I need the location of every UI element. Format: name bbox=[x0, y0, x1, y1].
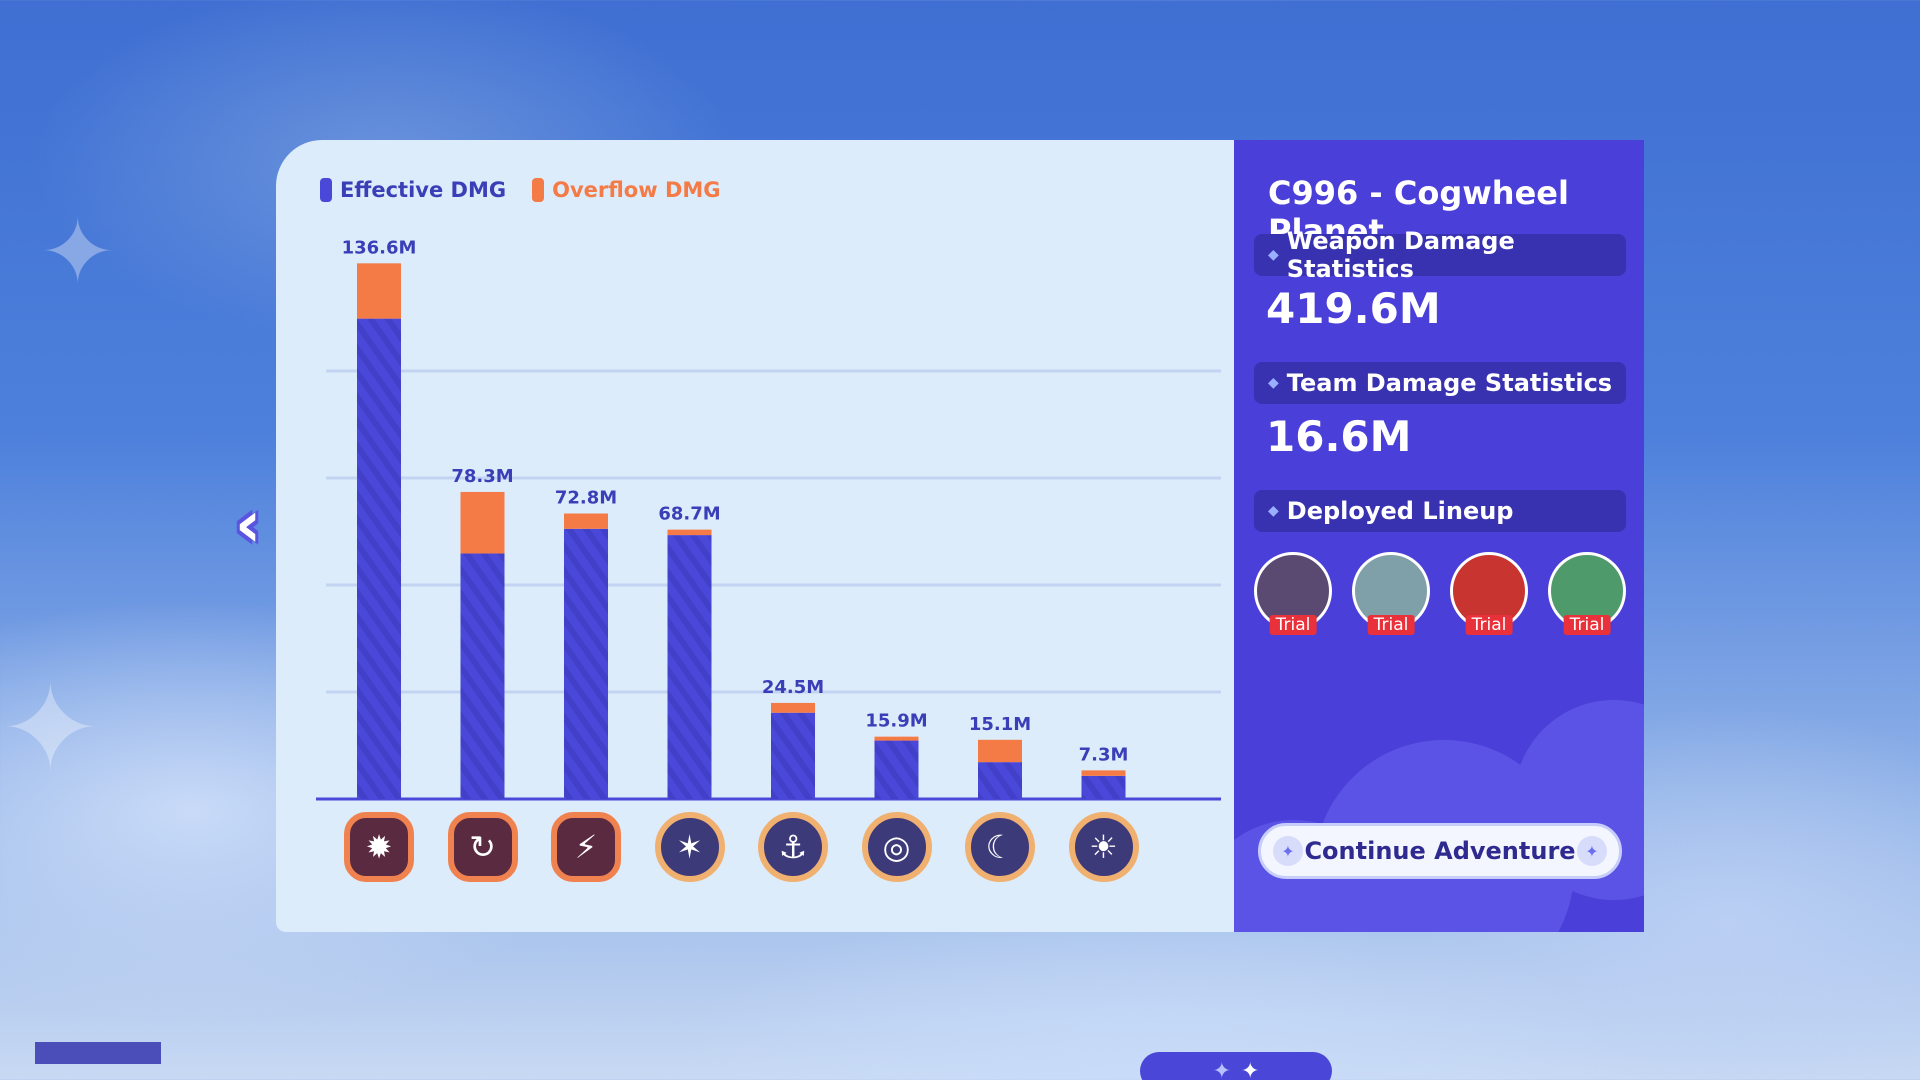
team-damage-header: ◆ Team Damage Statistics bbox=[1254, 362, 1626, 404]
gear-gold-icon[interactable]: ✹ bbox=[344, 812, 414, 882]
trident-icon[interactable]: ⚓ bbox=[758, 812, 828, 882]
sparkle-icon: ✦ bbox=[1273, 836, 1303, 866]
damage-bar-chart: 136.6M 78.3M 72.8M 68.7M 24.5M 15.9M 15.1M 7.3M bbox=[316, 237, 1221, 801]
legend-effective: Effective DMG bbox=[320, 178, 506, 202]
bar-value-label: 78.3M bbox=[451, 466, 513, 487]
bar-effective bbox=[978, 762, 1022, 799]
diamond-icon: ◆ bbox=[1268, 375, 1279, 391]
sparkle-icon: ✦ bbox=[1577, 836, 1607, 866]
bar-value-label: 7.3M bbox=[1079, 744, 1129, 765]
bar-overflow bbox=[460, 491, 505, 554]
stage-title: C996 - Cogwheel Planet bbox=[1268, 174, 1569, 250]
bar-value-label: 15.9M bbox=[865, 711, 927, 732]
bar-value-label: 24.5M bbox=[762, 677, 824, 698]
weapon-damage-value: 419.6M bbox=[1266, 284, 1441, 333]
bar-overflow bbox=[564, 513, 608, 529]
sun-icon[interactable]: ☀ bbox=[1068, 812, 1139, 882]
fire-claw-icon[interactable]: ✶ bbox=[654, 812, 725, 882]
chart-legend: Effective DMG Overflow DMG bbox=[320, 178, 721, 202]
bar-effective bbox=[874, 740, 919, 799]
team-damage-value: 16.6M bbox=[1266, 412, 1412, 461]
bar-value-label: 15.1M bbox=[969, 714, 1031, 735]
trial-badge: Trial bbox=[1269, 615, 1317, 635]
background-star-icon: ✦ bbox=[40, 200, 116, 305]
weapon-damage-label: Weapon Damage Statistics bbox=[1286, 227, 1515, 283]
trial-badge: Trial bbox=[1563, 615, 1611, 635]
bar-overflow bbox=[357, 263, 401, 319]
weapon-damage-header: ◆ Weapon Damage Statistics bbox=[1254, 227, 1626, 283]
star-dim-icon[interactable]: ✦ bbox=[1212, 1058, 1231, 1080]
legend-effective-label: Effective DMG bbox=[340, 178, 507, 202]
bar-overflow bbox=[771, 702, 815, 713]
team-damage-label: Team Damage Statistics bbox=[1286, 369, 1613, 397]
legend-overflow: Overflow DMG bbox=[532, 178, 721, 202]
previous-page-button[interactable]: ‹ bbox=[234, 488, 262, 562]
diamond-icon: ◆ bbox=[1268, 503, 1279, 519]
trial-badge: Trial bbox=[1465, 615, 1513, 635]
trial-badge: Trial bbox=[1367, 615, 1415, 635]
bar-overflow bbox=[978, 739, 1022, 763]
bar-effective bbox=[771, 712, 815, 799]
vortex-icon[interactable]: ◎ bbox=[861, 812, 932, 882]
character-avatar[interactable]: Trial bbox=[1548, 552, 1626, 635]
diamond-icon: ◆ bbox=[1268, 247, 1279, 263]
bar-effective bbox=[667, 535, 712, 799]
bar-value-label: 136.6M bbox=[342, 237, 417, 258]
bar-effective bbox=[564, 528, 608, 799]
bar-effective bbox=[460, 553, 505, 799]
character-avatar[interactable]: Trial bbox=[1254, 552, 1332, 635]
character-avatar[interactable]: Trial bbox=[1352, 552, 1430, 635]
bar-effective bbox=[357, 318, 401, 799]
legend-effective-swatch bbox=[320, 178, 332, 202]
status-bar bbox=[35, 1042, 161, 1064]
page-indicator[interactable]: ✦ ✦ bbox=[1140, 1052, 1332, 1080]
lineup-label: Deployed Lineup bbox=[1286, 497, 1514, 525]
continue-label: Continue Adventure bbox=[1304, 837, 1576, 865]
crescent-moon-icon[interactable]: ☾ bbox=[965, 812, 1035, 882]
bar-overflow bbox=[1081, 770, 1126, 776]
lineup-header: ◆ Deployed Lineup bbox=[1254, 490, 1626, 532]
legend-overflow-label: Overflow DMG bbox=[552, 178, 721, 202]
damage-chart-card: Effective DMG Overflow DMG 136.6M 78.3M 72… bbox=[276, 140, 1332, 1080]
gear-swirl-icon[interactable]: ↻ bbox=[447, 812, 518, 882]
background-star-icon: ✦ bbox=[0, 660, 101, 799]
bar-overflow bbox=[667, 529, 712, 536]
stats-panel: C996 - Cogwheel Planet ◆ Weapon Damage S… bbox=[1234, 140, 1644, 932]
bar-effective bbox=[1081, 775, 1126, 799]
bar-value-label: 68.7M bbox=[658, 504, 720, 525]
character-avatar[interactable]: Trial bbox=[1450, 552, 1528, 635]
legend-overflow-swatch bbox=[532, 178, 545, 202]
gear-lightning-icon[interactable]: ⚡ bbox=[551, 812, 621, 882]
star-active-icon[interactable]: ✦ bbox=[1241, 1058, 1260, 1080]
bar-value-label: 72.8M bbox=[555, 488, 617, 509]
continue-adventure-button[interactable]: ✦ Continue Adventure ✦ bbox=[1258, 823, 1622, 879]
bar-overflow bbox=[874, 736, 919, 741]
